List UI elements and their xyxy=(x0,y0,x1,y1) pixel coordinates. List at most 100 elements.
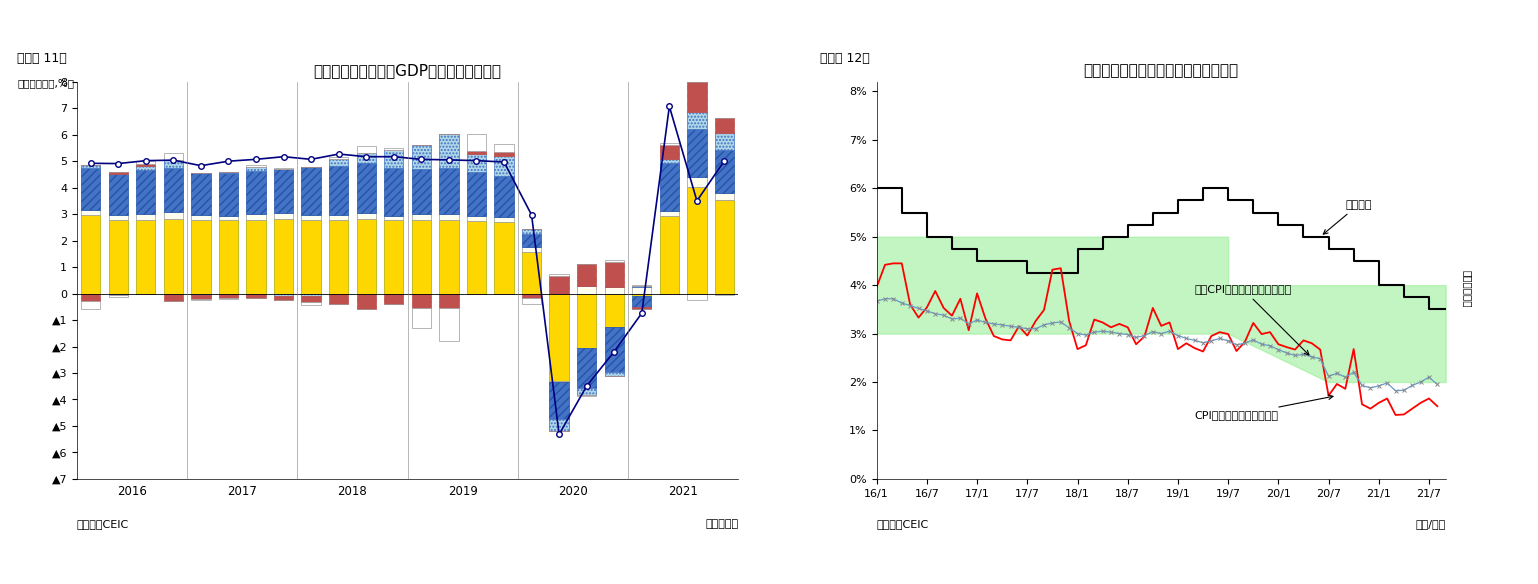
Bar xyxy=(660,211,678,216)
Bar xyxy=(494,217,514,222)
Bar xyxy=(301,215,321,220)
Bar xyxy=(109,172,128,173)
Text: 2017: 2017 xyxy=(228,485,257,499)
Text: 2019: 2019 xyxy=(448,485,478,499)
Bar xyxy=(687,128,706,177)
Bar xyxy=(412,308,431,328)
Bar xyxy=(163,294,183,301)
Text: 2020: 2020 xyxy=(558,485,588,499)
Text: （四半期）: （四半期） xyxy=(704,519,738,529)
Bar xyxy=(715,150,734,193)
Bar xyxy=(357,152,375,163)
Bar xyxy=(549,382,569,419)
Bar xyxy=(687,82,706,112)
Bar xyxy=(494,144,514,152)
Bar xyxy=(82,210,100,215)
Bar xyxy=(246,165,266,167)
Text: 2021: 2021 xyxy=(667,485,698,499)
Bar xyxy=(82,168,100,210)
Bar xyxy=(163,168,183,212)
Bar xyxy=(163,218,183,294)
Text: インフレ目標: インフレ目標 xyxy=(1463,269,1473,307)
Bar xyxy=(577,294,597,348)
Bar xyxy=(494,156,514,176)
Bar xyxy=(329,158,348,159)
Bar xyxy=(494,222,514,294)
Bar xyxy=(357,220,375,294)
Bar xyxy=(412,220,431,294)
Bar xyxy=(274,296,294,300)
Bar xyxy=(218,173,238,216)
Bar xyxy=(301,296,321,302)
Bar xyxy=(163,160,183,168)
Bar xyxy=(301,302,321,305)
Bar xyxy=(137,166,155,171)
Bar xyxy=(440,308,458,341)
Bar xyxy=(577,395,597,397)
Bar xyxy=(604,262,624,287)
Bar xyxy=(218,294,238,298)
Bar xyxy=(521,298,541,304)
Bar xyxy=(549,419,569,432)
Bar xyxy=(329,159,348,166)
Text: 政策金利: 政策金利 xyxy=(1323,200,1372,234)
Bar xyxy=(246,220,266,294)
Text: 2016: 2016 xyxy=(117,485,148,499)
Bar xyxy=(191,294,211,295)
Bar xyxy=(715,193,734,200)
Bar xyxy=(660,159,678,162)
Bar xyxy=(357,213,375,220)
Bar xyxy=(246,171,266,214)
Bar xyxy=(604,260,624,262)
Bar xyxy=(109,295,128,297)
Bar xyxy=(715,118,734,133)
Bar xyxy=(274,213,294,220)
Bar xyxy=(440,134,458,168)
Bar xyxy=(109,173,128,215)
Bar xyxy=(660,144,678,159)
Bar xyxy=(191,215,211,220)
Bar xyxy=(274,294,294,296)
Bar xyxy=(301,294,321,296)
Bar xyxy=(604,287,624,294)
Bar xyxy=(468,151,486,154)
Bar xyxy=(549,381,569,382)
Bar xyxy=(632,296,652,307)
Bar xyxy=(632,294,652,296)
Bar xyxy=(687,112,706,128)
Bar xyxy=(440,168,458,214)
Title: インドネシアのインフレ率と政策金利: インドネシアのインフレ率と政策金利 xyxy=(1084,63,1238,78)
Bar xyxy=(494,176,514,217)
Bar xyxy=(191,299,211,300)
Bar xyxy=(577,263,597,286)
Bar xyxy=(604,294,624,328)
Text: （図表 12）: （図表 12） xyxy=(820,52,869,65)
Bar xyxy=(549,276,569,294)
Bar xyxy=(715,294,734,295)
Bar xyxy=(137,161,155,164)
Bar xyxy=(687,177,706,187)
Bar xyxy=(521,247,541,252)
Bar xyxy=(218,220,238,294)
Bar xyxy=(468,221,486,294)
Text: （図表 11）: （図表 11） xyxy=(17,52,68,65)
Text: コアCPI上昇率（前年同月比）: コアCPI上昇率（前年同月比） xyxy=(1195,284,1309,355)
Bar xyxy=(468,134,486,151)
Text: CPI上昇率（前年同月比）: CPI上昇率（前年同月比） xyxy=(1195,395,1333,420)
Bar xyxy=(632,285,652,286)
Bar xyxy=(384,294,403,304)
Bar xyxy=(549,274,569,276)
Bar xyxy=(468,172,486,216)
Bar xyxy=(577,388,597,395)
Bar xyxy=(412,169,431,214)
Bar xyxy=(163,212,183,218)
Bar xyxy=(468,216,486,221)
Bar xyxy=(82,165,100,168)
Title: インドネシア　実質GDP成長率（需要側）: インドネシア 実質GDP成長率（需要側） xyxy=(314,63,501,78)
Bar xyxy=(549,294,569,381)
Bar xyxy=(329,294,348,304)
Bar xyxy=(715,133,734,150)
Text: （資料）CEIC: （資料）CEIC xyxy=(77,519,129,529)
Bar xyxy=(384,168,403,215)
Bar xyxy=(604,372,624,376)
